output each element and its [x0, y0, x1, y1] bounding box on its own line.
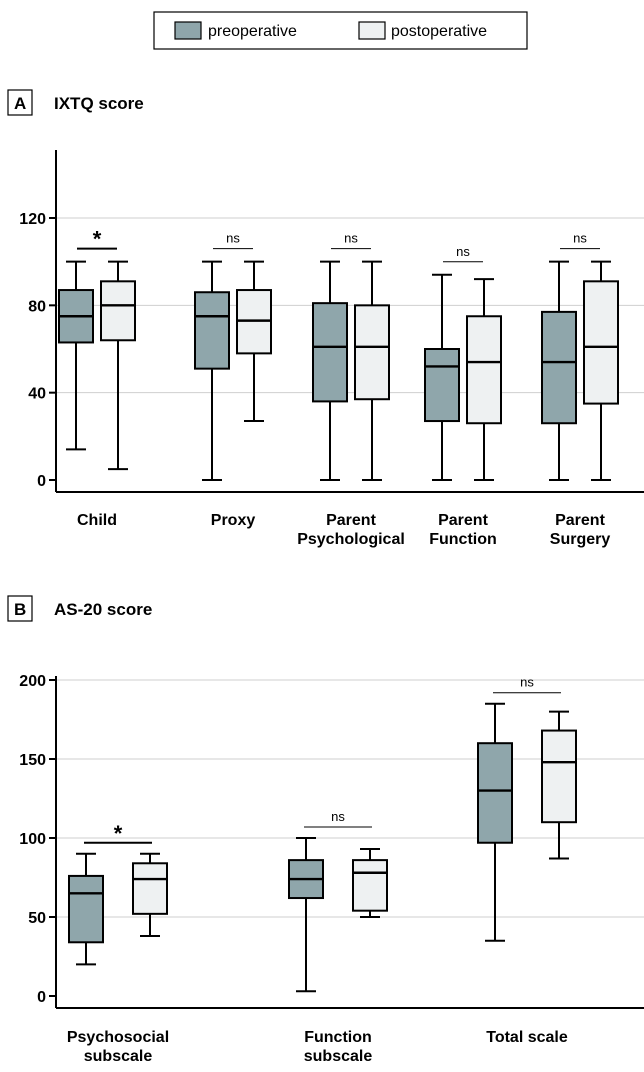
- legend: preoperative postoperative: [153, 11, 528, 50]
- category-label: Function: [429, 531, 497, 548]
- box-iqr: [312, 302, 348, 403]
- significance-label: ns: [520, 675, 534, 690]
- box-iqr: [583, 280, 619, 405]
- panel-a-title: IXTQ score: [54, 94, 144, 113]
- significance-label: ns: [456, 244, 470, 259]
- y-tick-label: 80: [28, 298, 46, 315]
- box-postoperative-0: [132, 852, 168, 937]
- y-tick-label: 0: [37, 473, 46, 490]
- significance-label: ns: [344, 231, 358, 246]
- panel-b-label-box: [7, 595, 33, 622]
- box-preoperative-0: [58, 260, 94, 451]
- box-iqr: [100, 280, 136, 342]
- panel-b-label: B: [14, 600, 26, 619]
- panel-a-header: A IXTQ score: [7, 89, 144, 116]
- box-preoperative-3: [424, 273, 460, 481]
- panel-b-title: AS-20 score: [54, 600, 152, 619]
- box-postoperative-4: [583, 260, 619, 481]
- category-label: Child: [77, 512, 117, 529]
- category-label: Surgery: [550, 531, 611, 548]
- significance-label: ns: [573, 231, 587, 246]
- category-label: subscale: [84, 1048, 153, 1065]
- box-postoperative-2: [541, 710, 577, 860]
- category-label: Total scale: [486, 1029, 568, 1046]
- y-tick-label: 40: [28, 386, 46, 403]
- significance-label: *: [114, 821, 123, 846]
- panel-b-chart: 0 50 100 150 200 * Psychosocial subscale ns Funct…: [19, 673, 644, 1065]
- panel-b-header: B AS-20 score: [7, 595, 152, 622]
- box-postoperative-1: [236, 260, 272, 423]
- category-label: Psychosocial: [67, 1029, 169, 1046]
- box-postoperative-0: [100, 260, 136, 471]
- legend-label-preoperative: preoperative: [208, 23, 297, 40]
- box-preoperative-4: [541, 260, 577, 481]
- box-iqr: [352, 859, 388, 912]
- significance-label: ns: [331, 809, 345, 824]
- y-tick-label: 100: [19, 831, 46, 848]
- box-postoperative-2: [354, 260, 390, 481]
- y-tick-label: 120: [19, 211, 46, 228]
- category-label: Function: [304, 1029, 372, 1046]
- y-tick-label: 0: [37, 989, 46, 1006]
- category-label: Parent: [438, 512, 488, 529]
- box-preoperative-1: [194, 260, 230, 481]
- box-iqr: [132, 862, 168, 915]
- box-postoperative-3: [466, 278, 502, 481]
- box-preoperative-2: [477, 702, 513, 942]
- panel-a-chart: 0 40 80 120 * Child ns Proxy ns Parent Psychologic…: [19, 150, 644, 548]
- box-iqr: [477, 742, 513, 844]
- legend-frame: [153, 11, 528, 50]
- y-tick-label: 150: [19, 752, 46, 769]
- box-preoperative-2: [312, 260, 348, 481]
- category-label: Parent: [326, 512, 376, 529]
- panel-a-label-box: [7, 89, 33, 116]
- y-tick-label: 200: [19, 673, 46, 690]
- significance-label: *: [93, 227, 102, 252]
- box-iqr: [68, 874, 104, 944]
- category-label: Proxy: [211, 512, 256, 529]
- panel-a-label: A: [14, 94, 26, 113]
- legend-swatch-postoperative: [358, 21, 386, 40]
- box-postoperative-1: [352, 848, 388, 918]
- box-iqr: [194, 291, 230, 370]
- box-iqr: [541, 310, 577, 425]
- box-iqr: [466, 315, 502, 425]
- box-preoperative-0: [68, 852, 104, 966]
- category-label: Parent: [555, 512, 605, 529]
- box-iqr: [424, 348, 460, 423]
- box-iqr: [541, 729, 577, 824]
- legend-swatch-preoperative: [174, 21, 202, 40]
- category-label: subscale: [304, 1048, 373, 1065]
- box-iqr: [354, 304, 390, 401]
- legend-label-postoperative: postoperative: [391, 23, 487, 40]
- box-preoperative-1: [288, 837, 324, 993]
- y-tick-label: 50: [28, 910, 46, 927]
- category-label: Psychological: [297, 531, 405, 548]
- significance-label: ns: [226, 231, 240, 246]
